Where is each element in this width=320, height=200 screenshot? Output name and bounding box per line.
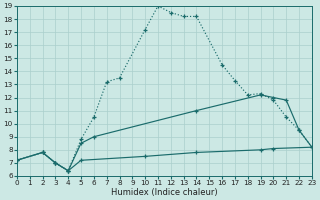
X-axis label: Humidex (Indice chaleur): Humidex (Indice chaleur): [111, 188, 218, 197]
